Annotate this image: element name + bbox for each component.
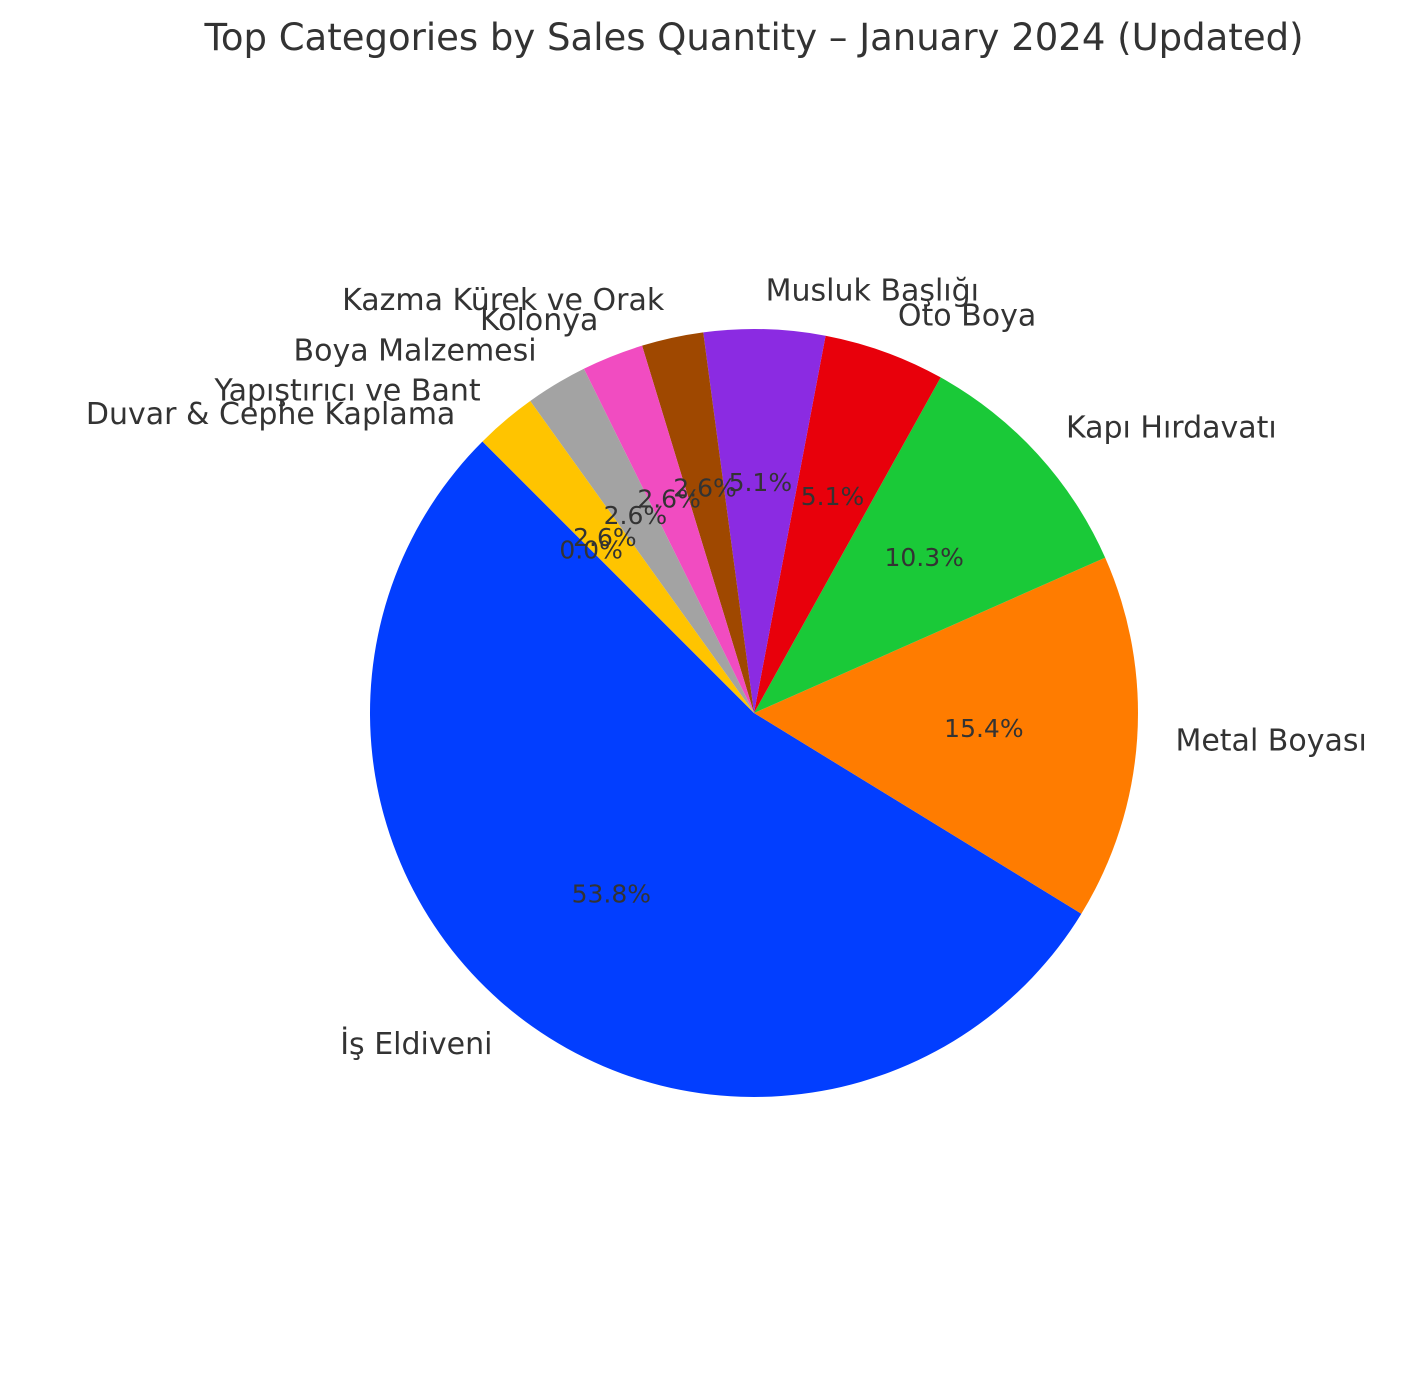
pie-category-label-kapi-hirdavati: Kapı Hırdavatı xyxy=(1066,411,1277,446)
chart-title: Top Categories by Sales Quantity – Janua… xyxy=(204,16,1304,59)
pie-slices xyxy=(369,329,1138,1098)
pie-slice-oto-boya xyxy=(754,335,941,713)
pie-category-label-kolonya: Kolonya xyxy=(480,303,598,338)
pie-percent-label-kazma-kurek-ve-orak: 2.6% xyxy=(673,473,737,502)
pie-percent-label-boya-malzemesi: 2.6% xyxy=(604,501,668,530)
pie-percent-label-kapi-hirdavati: 10.3% xyxy=(884,543,963,572)
pie-percent-labels: 0.0%53.8%15.4%10.3%5.1%5.1%2.6%2.6%2.6%2… xyxy=(559,468,1023,908)
pie-slice-metal-boyasi xyxy=(754,557,1138,914)
pie-slice-musluk-basligi xyxy=(703,329,826,713)
pie-slice-is-eldiveni xyxy=(369,441,1082,1098)
pie-slice-yapistirici-ve-bant xyxy=(482,400,754,713)
pie-slice-boya-malzemesi xyxy=(530,368,754,713)
pie-category-label-musluk-basligi: Musluk Başlığı xyxy=(766,273,979,308)
pie-percent-label-musluk-basligi: 5.1% xyxy=(729,468,793,497)
pie-slice-kolonya xyxy=(583,345,754,713)
pie-category-label-boya-malzemesi: Boya Malzemesi xyxy=(294,333,537,368)
pie-category-label-metal-boyasi: Metal Boyası xyxy=(1175,724,1366,759)
pie-category-label-yapistirici-ve-bant: Yapıştırıcı ve Bant xyxy=(213,373,480,408)
pie-slice-kazma-kurek-ve-orak xyxy=(642,332,754,713)
pie-slice-kapi-hirdavati xyxy=(754,377,1106,713)
pie-percent-label-yapistirici-ve-bant: 2.6% xyxy=(573,523,637,552)
pie-category-label-kazma-kurek-ve-orak: Kazma Kürek ve Orak xyxy=(342,283,665,318)
pie-percent-label-oto-boya: 5.1% xyxy=(801,482,865,511)
pie-category-label-duvar-cephe-kaplama: Duvar & Cephe Kaplama xyxy=(86,397,455,432)
pie-percent-label-kolonya: 2.6% xyxy=(637,484,701,513)
pie-category-label-is-eldiveni: İş Eldiveni xyxy=(340,1026,492,1062)
pie-percent-label-metal-boyasi: 15.4% xyxy=(944,714,1023,743)
pie-percent-label-duvar-cephe-kaplama: 0.0% xyxy=(559,536,623,565)
pie-category-labels: Duvar & Cephe Kaplama İş Eldiveni Metal Bo… xyxy=(86,273,1367,1062)
pie-category-label-oto-boya: Oto Boya xyxy=(898,298,1036,333)
pie-percent-label-is-eldiveni: 53.8% xyxy=(572,879,651,908)
